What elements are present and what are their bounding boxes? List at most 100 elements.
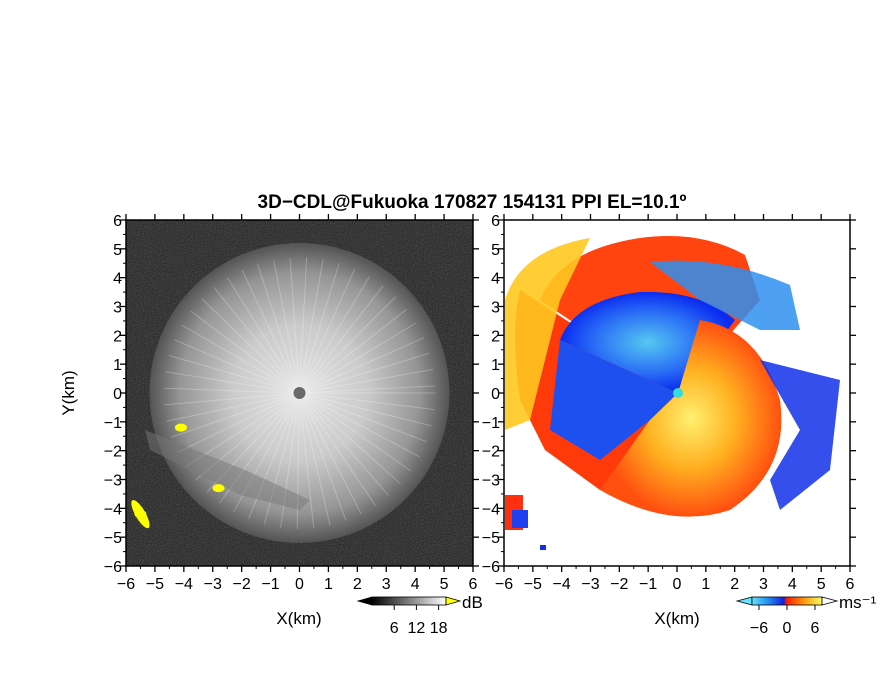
radial-streak [299, 352, 430, 394]
snr-x-tick-label: 0 [295, 576, 304, 593]
snr-y-tick-label: 2 [113, 328, 122, 345]
velocity-y-tick-label: 0 [491, 386, 500, 403]
snr-x-tick-label: 1 [324, 576, 333, 593]
snr-y-tick-label: 6 [113, 213, 122, 230]
velocity-x-tick-label: −4 [553, 576, 571, 593]
radial-streak [299, 392, 401, 485]
figure-title: 3D−CDL@Fukuoka 170827 154131 PPI EL=10.1… [258, 192, 687, 213]
strong-echo-patch [174, 423, 187, 432]
snr-x-tick-label: −5 [146, 576, 164, 593]
radial-streak [177, 392, 300, 454]
velocity-x-tick-label: 3 [759, 576, 768, 593]
snr-y-tick-label: −2 [104, 444, 122, 461]
radial-streak [168, 355, 300, 394]
snr-y-axis-label: Y(km) [59, 370, 78, 415]
velocity-y-tick-label: 3 [491, 300, 500, 317]
snr-x-tick-label: −2 [233, 576, 251, 593]
velocity-x-tick-label: 1 [701, 576, 710, 593]
radial-streak [241, 269, 300, 394]
velocity-y-tick-label: −3 [482, 473, 500, 490]
velocity-y-tick-label: −2 [482, 444, 500, 461]
radial-streak [163, 387, 300, 394]
snr-colorbar-over-arrow [445, 596, 462, 606]
velocity-colorbar-tick-label: 6 [811, 620, 820, 637]
radial-streak [164, 392, 300, 406]
radial-streak [174, 339, 300, 394]
snr-y-tick-label: 4 [113, 271, 122, 288]
radial-streak [190, 310, 300, 394]
velocity-x-tick-label: 5 [817, 576, 826, 593]
radial-streak [299, 322, 417, 394]
velocity-x-tick-label: −1 [639, 576, 657, 593]
radial-streak [299, 368, 434, 394]
snr-colorbar-tick-label: 18 [430, 620, 448, 637]
snr-y-tick-label: −6 [104, 559, 122, 576]
velocity-x-tick-label: −5 [524, 576, 542, 593]
radial-streak [299, 385, 436, 394]
snr-image [126, 220, 473, 566]
velocity-colorbar-over-arrow [821, 596, 839, 606]
radar-site-marker [293, 387, 306, 399]
radial-streak [201, 298, 300, 394]
radial-streak [299, 392, 427, 443]
snr-y-tick-label: −5 [104, 530, 122, 547]
velocity-colorbar-bar [751, 596, 823, 606]
snr-x-tick-label: 3 [382, 576, 391, 593]
radial-streak [289, 257, 300, 394]
velocity-axes: −6 −5 −4 −3 −2 −1 0 1 2 3 4 5 6 −6 −5 −4 −3 −2 −1 0 1 2 3 4 5 6 [482, 213, 856, 593]
snr-axes: −6 −5 −4 −3 −2 −1 0 1 2 3 4 5 6 −6 −5 −4 −3 −2 −1 0 1 2 3 4 5 6 [104, 213, 479, 593]
radial-streak [165, 371, 300, 394]
snr-y-tick-label: −4 [104, 501, 122, 518]
velocity-colorbar-tick-label: 0 [783, 620, 792, 637]
snr-colorbar-unit: dB [462, 593, 483, 612]
snr-x-tick-label: −3 [204, 576, 222, 593]
velocity-x-tick-label: −3 [581, 576, 599, 593]
snr-colorbar: 6 12 18 dB [356, 593, 483, 637]
velocity-image [504, 220, 850, 566]
radial-streak [213, 287, 300, 394]
strong-echo-strip [131, 500, 150, 529]
radial-streak [299, 392, 432, 427]
snr-x-tick-label: 5 [440, 576, 449, 593]
snr-x-tick-label: 6 [469, 576, 478, 593]
snr-colorbar-under-arrow [356, 596, 373, 606]
radial-streak [299, 276, 370, 394]
velocity-y-tick-label: −4 [482, 501, 500, 518]
velocity-y-tick-label: 2 [491, 328, 500, 345]
snr-x-tick-label: −4 [175, 576, 193, 593]
radial-streak [299, 392, 362, 515]
snr-x-tick-label: 2 [353, 576, 362, 593]
strong-echo-patch [212, 484, 225, 493]
radial-streak [299, 392, 420, 458]
snr-y-tick-label: 1 [113, 357, 122, 374]
snr-y-tick-label: −3 [104, 473, 122, 490]
velocity-y-tick-label: −1 [482, 415, 500, 432]
snr-y-tick-label: 0 [113, 386, 122, 403]
velocity-x-tick-label: 0 [673, 576, 682, 593]
radar-site-marker-velocity [673, 388, 683, 398]
velocity-colorbar-tick-label: −6 [750, 620, 768, 637]
snr-colorbar-bar [371, 596, 447, 606]
velocity-y-tick-label: 4 [491, 271, 500, 288]
radial-streak [299, 308, 407, 394]
velocity-panel: −6 −5 −4 −3 −2 −1 0 1 2 3 4 5 6 −6 −5 −4 −3 −2 −1 0 1 2 3 4 5 6 X… [482, 213, 877, 637]
radial-streak [299, 392, 331, 526]
radial-streak [299, 392, 435, 411]
radial-streak [299, 257, 308, 394]
snr-colorbar-tick-label: 6 [390, 620, 399, 637]
velocity-y-tick-label: −6 [482, 559, 500, 576]
radial-streak [299, 392, 376, 506]
radial-streak [299, 337, 424, 394]
velocity-y-tick-label: −5 [482, 530, 500, 547]
snr-y-tick-label: 3 [113, 300, 122, 317]
snr-x-tick-label: 4 [411, 576, 420, 593]
velocity-colorbar-unit: ms⁻¹ [839, 593, 877, 612]
radial-streak [166, 392, 300, 422]
radial-streak [299, 296, 396, 394]
velocity-y-tick-label: 6 [491, 213, 500, 230]
radial-streak [170, 392, 300, 438]
velocity-y-tick-label: 1 [491, 357, 500, 374]
velocity-x-tick-label: 4 [788, 576, 797, 593]
